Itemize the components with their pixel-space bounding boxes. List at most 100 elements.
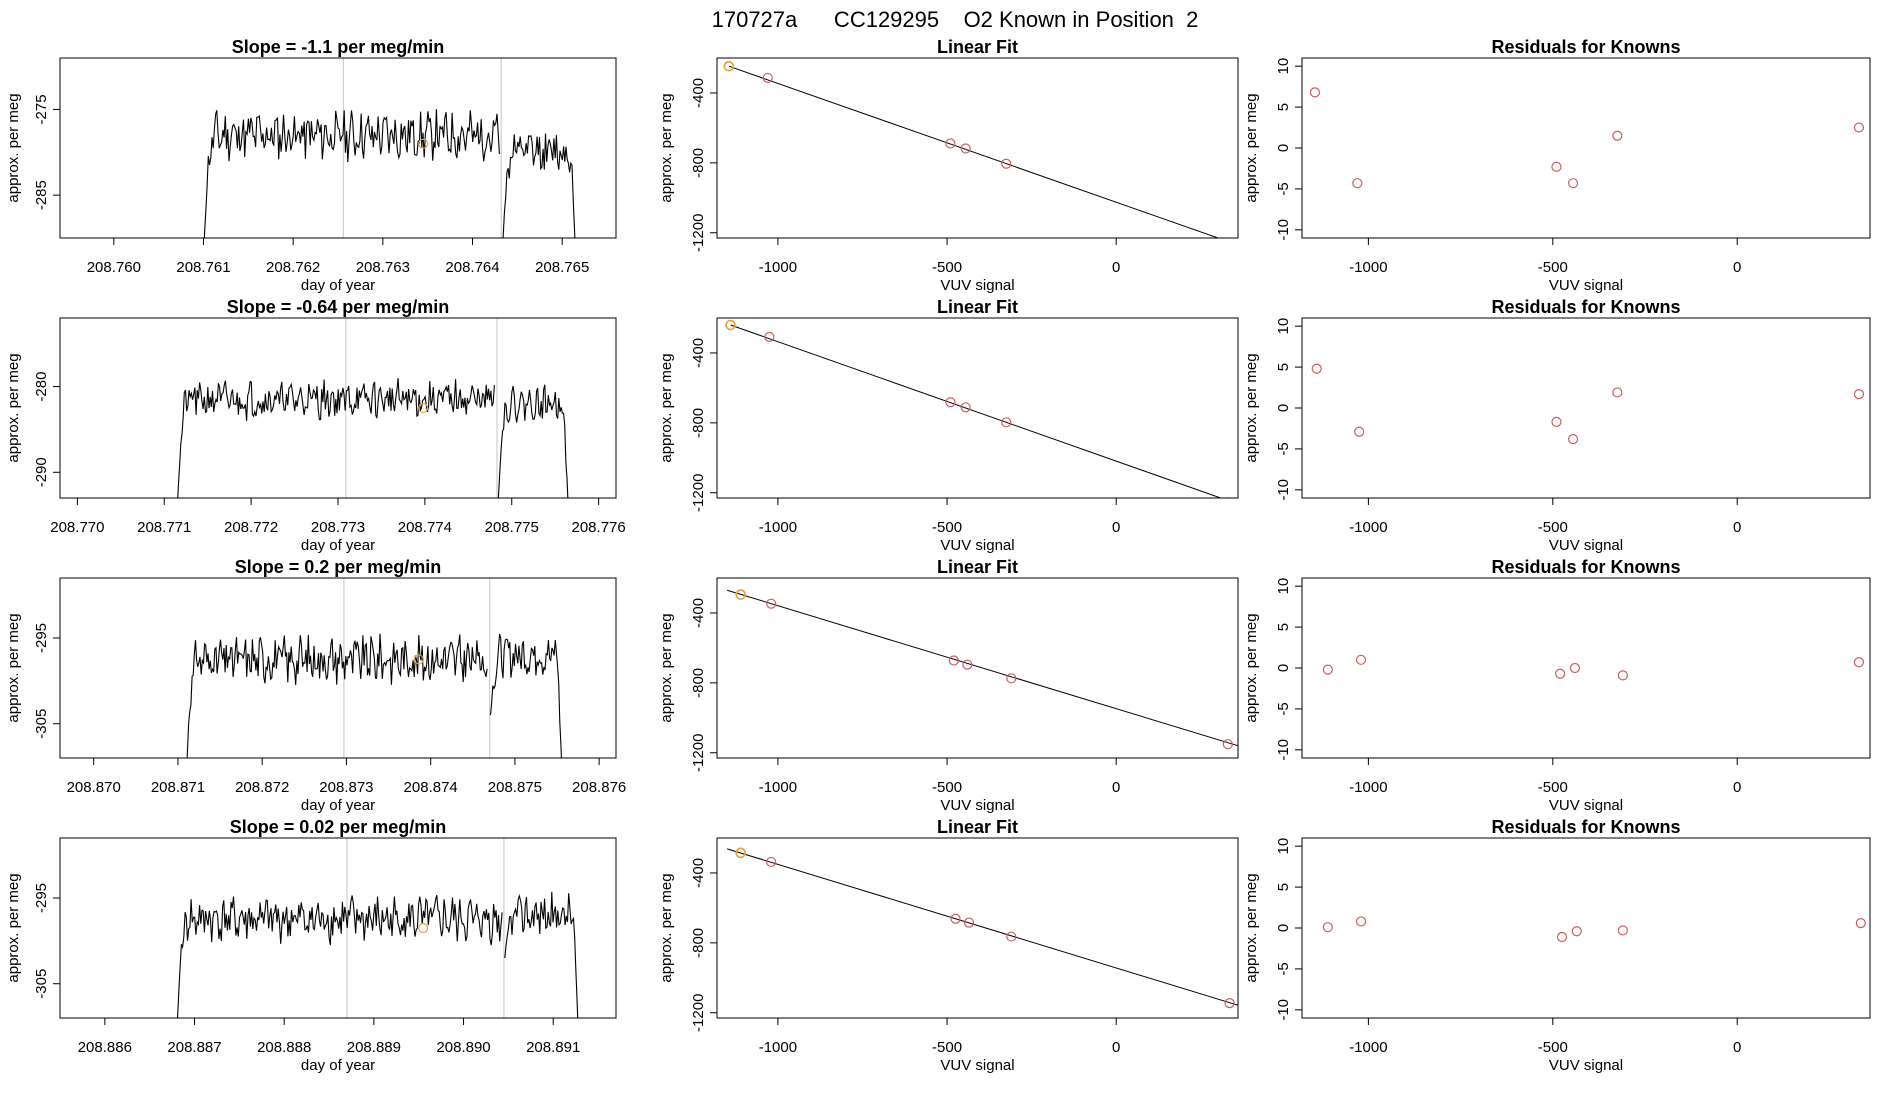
data-point [1551, 161, 1562, 172]
data-point [948, 655, 959, 666]
y-axis-label: approx. per meg [5, 613, 22, 722]
y-tick-label: 0 [1275, 404, 1292, 412]
data-point [1855, 917, 1866, 929]
data-point [1569, 662, 1581, 674]
data-point [950, 913, 961, 924]
y-tick-label: -800 [690, 408, 707, 438]
x-tick-label: -1000 [759, 519, 797, 536]
panel-title: Slope = 0.02 per meg/min [230, 817, 447, 837]
y-tick-label: -5 [1275, 702, 1292, 715]
y-tick-label: 10 [1275, 578, 1292, 595]
data-point [1001, 158, 1012, 169]
x-tick-label: 208.870 [67, 779, 121, 796]
panel-title: Linear Fit [937, 817, 1018, 837]
x-axis-label: VUV signal [940, 1057, 1014, 1074]
panel-title: Residuals for Knowns [1491, 557, 1680, 577]
plot-area [203, 58, 576, 238]
plot-area [177, 318, 569, 498]
data-point [1006, 931, 1017, 942]
x-tick-label: 208.876 [572, 779, 626, 796]
highlight-point [735, 847, 746, 859]
plot-frame [716, 317, 1239, 499]
data-point [945, 397, 956, 408]
fit-line [730, 324, 1223, 498]
y-tick-label: -800 [690, 928, 707, 958]
plot-frame [1301, 317, 1871, 499]
x-tick-label: -500 [1538, 779, 1568, 796]
y-tick-label: -400 [690, 338, 707, 368]
x-tick-label: -500 [1538, 259, 1568, 276]
chart-panel-r2c1: Slope = -0.64 per meg/min day of year appr… [5, 297, 626, 554]
chart-panel-r4c1: Slope = 0.02 per meg/min day of year appro… [5, 817, 617, 1074]
plot-frame [1301, 837, 1871, 1019]
x-axis-label: day of year [301, 537, 375, 554]
y-tick-label: -1200 [690, 214, 707, 252]
data-point [1571, 926, 1582, 937]
y-tick-label: -400 [690, 598, 707, 628]
data-point [945, 138, 956, 149]
y-tick-label: -400 [690, 858, 707, 888]
x-axis-label: VUV signal [1549, 797, 1623, 814]
plot-frame [1301, 577, 1871, 759]
plot-area [727, 589, 1238, 750]
data-point [1556, 931, 1568, 943]
data-point [1853, 657, 1865, 668]
data-series-segment-2 [489, 633, 562, 758]
y-tick-label: 10 [1275, 58, 1292, 75]
highlight-point [725, 319, 736, 331]
x-tick-label: 0 [1112, 259, 1120, 276]
y-axis-label: approx. per meg [1243, 353, 1260, 462]
plot-frame [716, 57, 1239, 239]
data-point [1617, 925, 1628, 936]
data-point [762, 72, 773, 84]
data-point [1222, 739, 1233, 750]
y-tick-label: -10 [1275, 739, 1292, 761]
x-tick-label: 208.771 [137, 519, 191, 536]
y-tick-label: -400 [690, 78, 707, 108]
chart-panel-r2c2: Linear Fit VUV signal approx. per meg -1000… [658, 297, 1239, 554]
x-tick-label: 0 [1112, 1039, 1120, 1056]
plot-area [1322, 916, 1866, 943]
x-tick-label: 208.888 [257, 1039, 311, 1056]
x-tick-label: -1000 [759, 259, 797, 276]
x-tick-label: -1000 [1349, 519, 1387, 536]
y-tick-label: -290 [33, 457, 50, 487]
y-tick-label: 0 [1275, 664, 1292, 672]
panel-title: Residuals for Knowns [1491, 297, 1680, 317]
x-axis-label: day of year [301, 797, 375, 814]
plot-frame [59, 57, 617, 239]
x-tick-label: 0 [1112, 779, 1120, 796]
y-axis-label: approx. per meg [1243, 613, 1260, 722]
plot-frame [59, 837, 617, 1019]
x-axis-label: day of year [301, 277, 375, 294]
figure-title: 170727a CC129295 O2 Known in Position 2 [712, 7, 1199, 32]
plot-area [1309, 87, 1865, 189]
y-axis-label: approx. per meg [1243, 873, 1260, 982]
data-point [1006, 673, 1017, 684]
x-tick-label: -500 [932, 519, 962, 536]
x-tick-label: -500 [932, 779, 962, 796]
panel-title: Slope = -0.64 per meg/min [227, 297, 450, 317]
x-tick-label: 208.874 [404, 779, 458, 796]
y-tick-label: 5 [1275, 363, 1292, 371]
data-point [1567, 178, 1579, 189]
y-tick-label: 0 [1275, 144, 1292, 152]
y-axis-label: approx. per meg [658, 93, 675, 202]
chart-panel-r4c2: Linear Fit VUV signal approx. per meg -1000… [658, 817, 1239, 1074]
panel-title: Residuals for Knowns [1491, 37, 1680, 57]
plot-area [1311, 363, 1865, 445]
data-point [766, 598, 777, 609]
x-tick-label: 208.761 [176, 259, 230, 276]
y-tick-label: -10 [1275, 479, 1292, 501]
y-tick-label: -5 [1275, 182, 1292, 195]
data-point [1612, 130, 1623, 141]
y-axis-label: approx. per meg [658, 613, 675, 722]
x-tick-label: 208.772 [224, 519, 278, 536]
y-tick-label: 10 [1275, 838, 1292, 855]
panel-title: Linear Fit [937, 297, 1018, 317]
data-point [1555, 668, 1566, 679]
x-tick-label: -500 [1538, 1039, 1568, 1056]
data-point [1354, 426, 1365, 437]
y-tick-label: -305 [33, 969, 50, 999]
x-tick-label: 208.890 [436, 1039, 490, 1056]
